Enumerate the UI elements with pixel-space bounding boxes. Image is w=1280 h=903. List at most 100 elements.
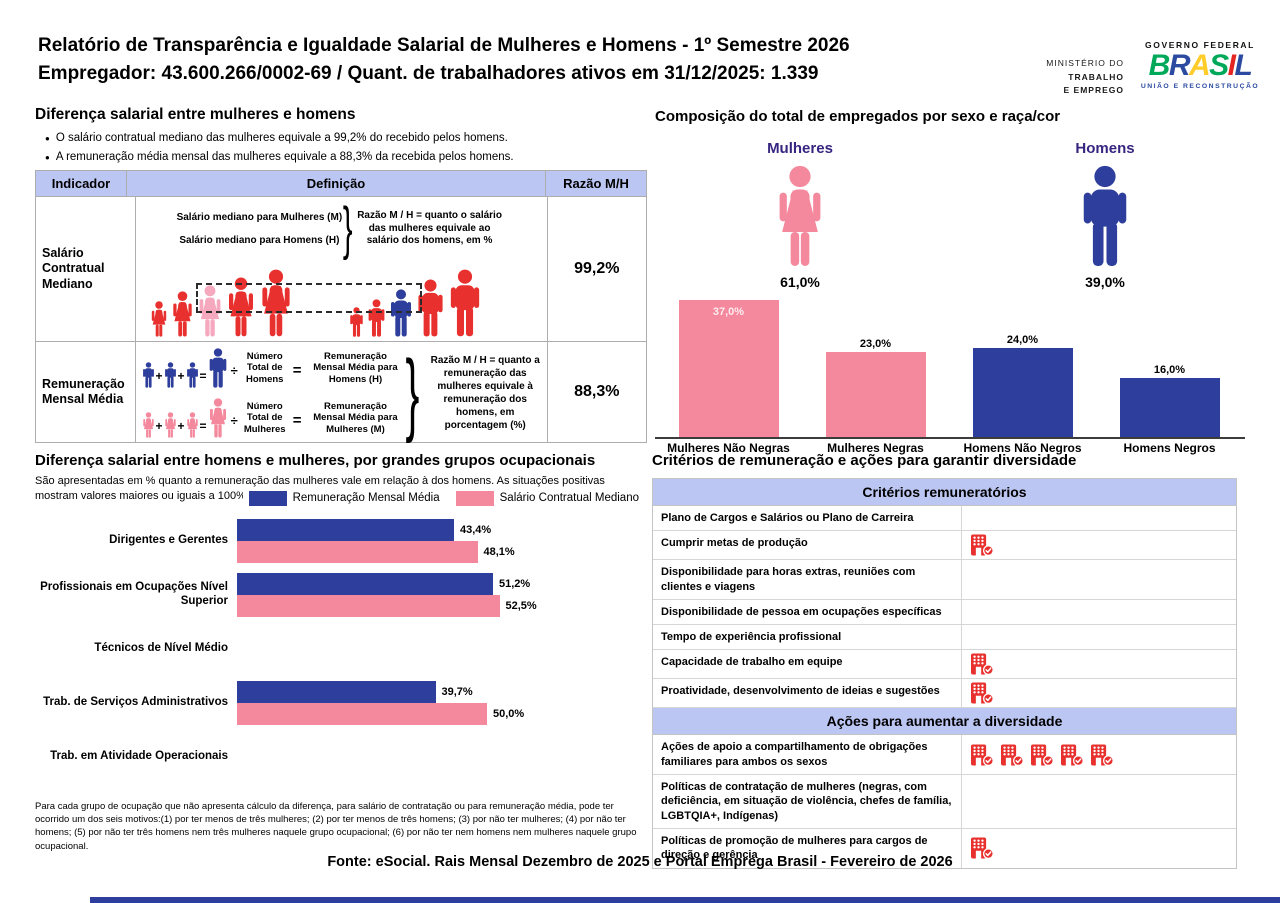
bar-value-label: 50,0%	[493, 707, 525, 720]
bar: 37,0%	[678, 300, 779, 437]
indicator-table: Indicador Definição Razão M/H Salário Co…	[35, 170, 647, 445]
ratio-median-salary: 99,2%	[574, 260, 620, 278]
composition-bar-chart: 37,0% 23,0% 24,0% 16,0%	[655, 300, 1245, 439]
median-salary-bar: 48,1%	[237, 540, 649, 563]
occupational-subtitle: São apresentadas em % quanto a remuneraç…	[35, 475, 605, 502]
legend-swatch	[455, 491, 494, 507]
bar-fill	[237, 702, 487, 725]
brand-letter: R	[1168, 49, 1191, 82]
brasil-logo: BRASIL	[1136, 50, 1264, 82]
woman-icon	[771, 165, 829, 267]
occupational-group-row: Dirigentes e Gerentes 43,4% 48,1%	[35, 514, 649, 568]
group-label: Dirigentes e Gerentes	[109, 533, 228, 546]
occupational-group-row: Profissionais em Ocupações Nível Superio…	[35, 568, 649, 622]
criteria-row: Ações de apoio a compartilhamento de obr…	[653, 735, 1236, 776]
group-bars: 39,7% 50,0%	[237, 680, 649, 725]
bar-category-label: Homens Não Negros	[963, 441, 1082, 455]
criteria-section: Critérios de remuneração e ações para ga…	[652, 452, 1237, 869]
equals-operator: =	[292, 412, 302, 430]
man-icon	[208, 348, 228, 388]
criteria-row: Políticas de promoção de mulheres para c…	[653, 828, 1236, 868]
ministry-line2: TRABALHO	[1068, 71, 1124, 82]
criteria-row: Disponibilidade de pessoa em ocupações e…	[653, 599, 1236, 626]
criteria-title: Critérios de remuneração e ações para ga…	[652, 452, 1077, 469]
divide-operator: ÷	[230, 413, 238, 429]
result-text: Remuneração Mensal Média para Homens (H)	[313, 351, 398, 385]
criteria-icons-cell	[962, 560, 1236, 599]
bottom-accent-bar	[90, 897, 1280, 903]
plus-operator: +	[177, 369, 185, 384]
criteria-label: Disponibilidade para horas extras, reuni…	[653, 560, 962, 599]
report-title: Relatório de Transparência e Igualdade S…	[38, 35, 850, 56]
woman-icon	[150, 301, 168, 337]
man-icon	[1078, 165, 1132, 267]
group-bars: 51,2% 52,5%	[237, 572, 649, 617]
criteria-row: Capacidade de trabalho em equipe	[653, 650, 1236, 680]
criteria-label: Disponibilidade de pessoa em ocupações e…	[653, 599, 962, 625]
legend-swatch	[248, 491, 287, 507]
plus-operator: +	[155, 369, 163, 384]
brand-letter: S	[1209, 49, 1229, 82]
criteria-table: Critérios remuneratórios Plano de Cargos …	[652, 478, 1237, 869]
chart-legend: Remuneração Mensal Média Salário Contratu…	[242, 491, 639, 507]
brand-letter: A	[1188, 49, 1211, 82]
salary-difference-section: Diferença salarial entre mulheres e home…	[35, 106, 647, 445]
criteria-icons-cell	[962, 679, 1236, 707]
brand-letter: B	[1148, 49, 1171, 82]
group-label: Técnicos de Nível Médio	[94, 641, 228, 654]
legend-item: Salário Contratual Mediano	[455, 491, 639, 507]
woman-icon	[142, 412, 155, 438]
criteria-icons-cell	[962, 775, 1236, 828]
man-icon	[164, 362, 177, 388]
bar-slot: 16,0%	[1096, 300, 1243, 437]
governo-federal-logo: GOVERNO FEDERAL BRASIL UNIÃO E RECONSTRU…	[1136, 40, 1264, 90]
divide-operator: ÷	[230, 363, 238, 379]
bar-value-label: 24,0%	[1006, 334, 1039, 347]
divisor-text: Número Total de Homens	[245, 351, 284, 385]
building-check-icon	[1000, 744, 1024, 766]
median-highlight-box	[195, 283, 422, 314]
bar-value-label: 43,4%	[460, 523, 492, 536]
divisor-text: Número Total de Mulheres	[243, 401, 286, 435]
bar-category-label: Mulheres Negras	[827, 441, 924, 455]
criteria-row: Plano de Cargos e Salários ou Plano de C…	[653, 506, 1236, 532]
building-check-icon	[970, 744, 994, 766]
bar-fill	[237, 518, 454, 541]
legend-label: Salário Contratual Mediano	[499, 492, 639, 504]
criteria-label: Políticas de promoção de mulheres para c…	[653, 828, 962, 868]
group-bars: 43,4% 48,1%	[237, 518, 649, 563]
bullet-mean-remuneration: ● A remuneração média mensal das mulhere…	[45, 151, 514, 163]
woman-icon	[164, 412, 177, 438]
brace-glyph: }	[343, 196, 353, 261]
bar	[825, 351, 926, 437]
ratio-mean-remuneration: 88,3%	[574, 383, 620, 401]
criteria-icons-cell	[962, 531, 1236, 559]
building-check-icon	[1090, 744, 1114, 766]
criteria-label: Tempo de experiência profissional	[653, 625, 962, 650]
building-check-icon	[970, 534, 994, 556]
mean-remuneration-bar: 51,2%	[237, 572, 649, 595]
criteria-icons-cell	[962, 650, 1236, 678]
mean-ratio-explanation: Razão M / H = quanto a remuneração das m…	[430, 355, 540, 432]
bar-slot: 24,0%	[949, 300, 1096, 437]
col-definicao: Definição	[126, 171, 546, 196]
gov-logo-top-text: GOVERNO FEDERAL	[1145, 40, 1255, 50]
plus-operator: +	[177, 419, 185, 434]
criteria-row: Proatividade, desenvolvimento de ideias …	[653, 679, 1236, 709]
composition-categories: Mulheres Não Negras Mulheres Negras Homens…	[655, 441, 1245, 455]
salary-difference-title: Diferença salarial entre mulheres e home…	[35, 106, 356, 123]
criteria-icons-cell	[962, 735, 1236, 774]
equals-operator: =	[292, 362, 302, 380]
definition-mean-remuneration: + + = ÷ Número Total de Homens = Remuneração Mens…	[134, 342, 548, 445]
group-label: Profissionais em Ocupações Nível Superio…	[40, 580, 228, 607]
bar-fill	[237, 594, 500, 617]
median-definition-texts: Salário mediano para Mulheres (M) Salári…	[136, 196, 547, 261]
criteria-icons-cell	[962, 625, 1236, 649]
brace-glyph: }	[405, 342, 420, 445]
occupational-section: Diferença salarial entre homens e mulher…	[35, 452, 649, 853]
bar-category-label: Homens Negros	[1123, 441, 1216, 455]
female-label: Mulheres	[767, 140, 833, 157]
occupational-footnote: Para cada grupo de ocupação que não apre…	[35, 800, 637, 852]
male-composition-figure: Homens 39,0%	[1040, 140, 1170, 290]
bar-value-label: 39,7%	[441, 685, 473, 698]
